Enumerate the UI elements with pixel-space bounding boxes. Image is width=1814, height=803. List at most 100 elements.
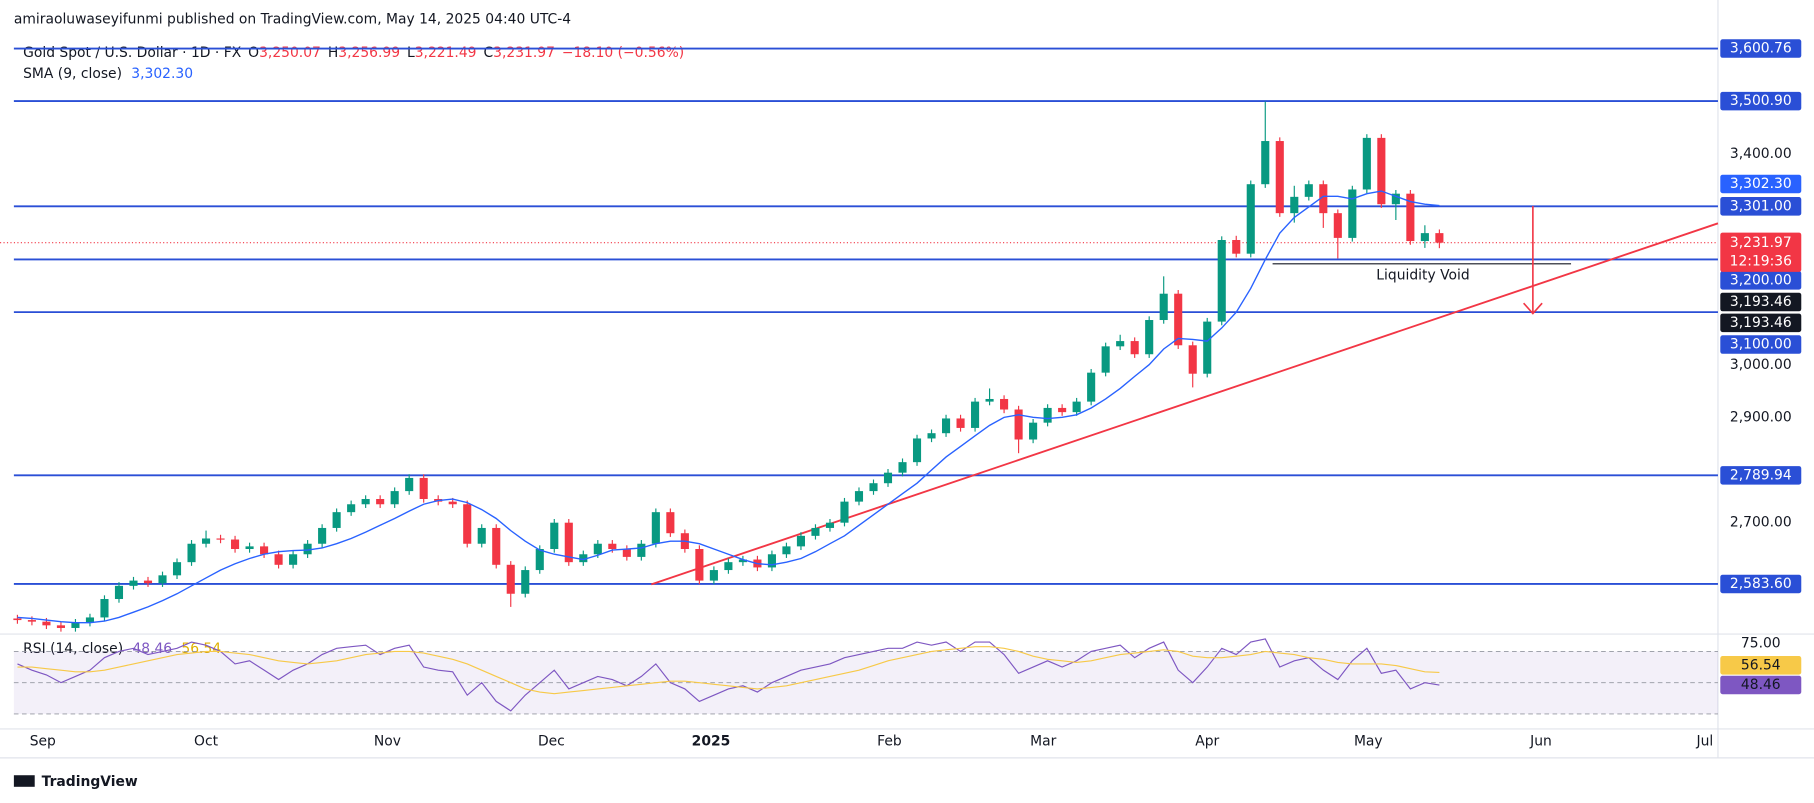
candle-body [347, 504, 356, 513]
candle-body [724, 562, 733, 571]
y-tick-label: 3,000.00 [1730, 357, 1792, 373]
candle-body [608, 543, 617, 550]
candle-body [1014, 409, 1023, 440]
candle-body [114, 585, 124, 600]
candle-body [85, 617, 95, 623]
countdown-label: 12:19:36 [1730, 253, 1792, 269]
x-tick-label: Nov [374, 734, 401, 750]
candle-body [1290, 196, 1299, 214]
candle-body [811, 527, 820, 536]
rsi-tick-label: 75.00 [1741, 636, 1781, 652]
candle-body [129, 580, 138, 586]
level-label-box [1720, 39, 1802, 58]
candle-body [985, 398, 994, 402]
candle-body [405, 477, 414, 492]
brand-logo [13, 775, 35, 787]
x-tick-label: Oct [194, 734, 219, 750]
candle-body [956, 418, 965, 428]
candle-body [825, 522, 835, 528]
candle-body [42, 621, 51, 626]
candle-body [187, 543, 196, 563]
candle-body [289, 554, 298, 565]
x-tick-label: Jul [1696, 734, 1714, 750]
candle-body [622, 549, 631, 557]
sma-name: SMA (9, close) [23, 66, 122, 82]
last-price-box [1720, 232, 1802, 272]
level-label: 2,789.94 [1730, 467, 1792, 483]
candle-body [840, 501, 849, 523]
rsi-name: RSI (14, close) [23, 641, 123, 657]
sma-legend: SMA (9, close) 3,302.30 [23, 66, 193, 82]
trend-price-label-box [1720, 313, 1802, 333]
trend-line [651, 222, 1719, 586]
candle-body [1304, 184, 1313, 197]
level-label-box [1720, 574, 1802, 594]
x-tick-label: 2025 [692, 734, 731, 750]
candle-body [927, 433, 936, 439]
level-label-box [1720, 335, 1802, 354]
candle-body [1116, 341, 1125, 347]
candle-body [971, 401, 980, 428]
candle-body [782, 546, 791, 555]
candle-body [172, 562, 182, 576]
candle-body [738, 559, 747, 563]
level-label: 3,500.90 [1730, 93, 1792, 109]
candle-body [666, 512, 675, 534]
candle-body [1333, 213, 1342, 238]
candle-body [13, 618, 22, 621]
candle-body [550, 522, 559, 550]
candle-body [332, 512, 341, 528]
trend-price-label: 3,193.46 [1730, 294, 1792, 310]
rsi-value-label: 48.46 [1741, 677, 1781, 693]
candle-body [535, 549, 544, 571]
sma-line [17, 190, 1440, 624]
candle-body [419, 477, 428, 499]
candle-body [796, 535, 805, 547]
rsi-value-label: 56.54 [1741, 657, 1781, 673]
candle-body [143, 580, 153, 584]
trend-price-label-box [1720, 292, 1802, 312]
candle-body [1174, 293, 1183, 346]
candle-body [274, 554, 283, 565]
brand: TradingView [42, 774, 138, 790]
candle-body [27, 620, 36, 622]
candle-body [883, 472, 893, 484]
candle-body [1203, 321, 1212, 374]
legend-key: C [483, 45, 493, 61]
candle-body [695, 549, 704, 581]
x-tick-label: Dec [538, 734, 565, 750]
candle-body [1130, 341, 1139, 355]
sma-value: 3,302.30 [131, 66, 193, 82]
rsi-legend: RSI (14, close) 48.46 56.54 [23, 641, 221, 657]
legend-key: O [248, 45, 259, 61]
y-tick-label: 3,400.00 [1730, 146, 1792, 162]
candle-body [579, 554, 588, 563]
level-label-box [1720, 91, 1802, 111]
candle-body [303, 543, 312, 555]
candle-body [1377, 137, 1386, 205]
candle-body [1420, 233, 1429, 242]
candle-body [477, 527, 486, 544]
level-label: 2,583.60 [1730, 576, 1792, 592]
sma-price-label: 3,302.30 [1730, 176, 1792, 192]
candle-body [709, 570, 718, 581]
x-tick-label: Apr [1195, 734, 1219, 750]
y-tick-label: 2,900.00 [1730, 409, 1792, 425]
candle-body [318, 527, 327, 544]
candle-body [1188, 345, 1197, 374]
candle-body [216, 538, 225, 540]
candle-body [448, 501, 457, 505]
rsi-value-box [1720, 656, 1802, 675]
sma-price-label-box [1720, 174, 1802, 194]
candle-body [231, 539, 240, 550]
candle-body [1348, 189, 1357, 238]
candle-body [941, 418, 951, 434]
candle-body [71, 622, 80, 628]
candle-body [854, 491, 864, 502]
candle-body [1145, 320, 1154, 355]
level-label: 3,600.76 [1730, 41, 1792, 57]
candle-body [1043, 407, 1052, 423]
candle-body [869, 483, 878, 492]
candle-body [1058, 407, 1067, 413]
